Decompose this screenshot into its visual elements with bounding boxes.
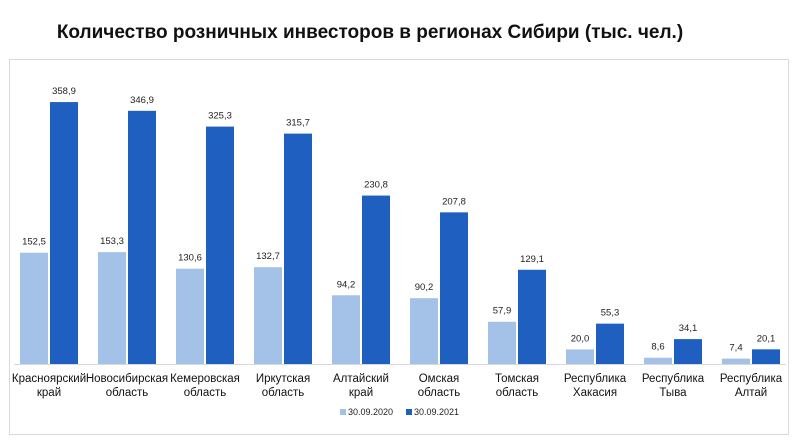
category-label-1: Красноярский край <box>12 373 86 399</box>
bar-2-2 <box>128 110 156 364</box>
category-label-10: Республика Алтай <box>720 373 783 399</box>
data-label-1-9: 8,6 <box>651 342 664 353</box>
data-label-1-1: 152,5 <box>22 237 46 248</box>
bar-1-4 <box>254 267 282 364</box>
legend-label-2: 30.09.2021 <box>414 407 459 417</box>
legend-label-1: 30.09.2020 <box>348 407 393 417</box>
chart-title: Количество розничных инвесторов в регион… <box>56 22 684 43</box>
category-label-6: Омская область <box>418 373 461 399</box>
data-label-2-5: 230,8 <box>364 180 388 191</box>
legend-swatch-1 <box>340 409 346 415</box>
bar-1-8 <box>566 349 594 364</box>
data-label-2-4: 315,7 <box>286 118 310 129</box>
bar-1-9 <box>644 357 672 364</box>
legend-swatch-2 <box>406 409 412 415</box>
bar-1-7 <box>488 321 516 364</box>
category-label-3: Кемеровская область <box>170 373 240 399</box>
category-label-4: Иркутская область <box>256 373 310 399</box>
data-label-2-8: 55,3 <box>601 308 620 319</box>
bar-2-1 <box>50 102 78 365</box>
category-label-5: Алтайский край <box>333 373 389 399</box>
data-label-1-10: 7,4 <box>729 343 742 354</box>
bar-2-10 <box>752 349 780 364</box>
category-label-8: Республика Хакасия <box>564 373 627 399</box>
bar-2-5 <box>362 195 390 364</box>
bar-2-3 <box>206 126 234 364</box>
data-label-1-8: 20,0 <box>571 333 590 344</box>
bar-1-6 <box>410 298 438 364</box>
data-label-1-5: 94,2 <box>337 279 356 290</box>
bar-1-3 <box>176 268 204 364</box>
data-label-2-9: 34,1 <box>679 323 698 334</box>
data-label-1-3: 130,6 <box>178 253 202 264</box>
bar-2-8 <box>596 323 624 364</box>
data-label-1-6: 90,2 <box>415 282 434 293</box>
data-label-2-3: 325,3 <box>208 111 232 122</box>
bar-2-4 <box>284 133 312 364</box>
data-label-1-4: 132,7 <box>256 251 280 262</box>
bar-1-1 <box>20 252 48 364</box>
category-label-7: Томская область <box>495 373 539 399</box>
data-label-2-7: 129,1 <box>520 254 544 265</box>
data-label-2-6: 207,8 <box>442 196 466 207</box>
category-label-9: Республика Тыва <box>642 373 705 399</box>
data-label-2-10: 20,1 <box>757 333 776 344</box>
bar-2-9 <box>674 339 702 364</box>
category-label-2: Новосибирская область <box>86 373 168 399</box>
bar-1-5 <box>332 295 360 364</box>
data-label-1-2: 153,3 <box>100 236 124 247</box>
bar-1-10 <box>722 358 750 364</box>
bar-1-2 <box>98 252 126 364</box>
data-label-2-1: 358,9 <box>52 86 76 97</box>
data-label-2-2: 346,9 <box>130 95 154 106</box>
bar-2-7 <box>518 269 546 364</box>
data-label-1-7: 57,9 <box>493 306 512 317</box>
bar-2-6 <box>440 212 468 364</box>
